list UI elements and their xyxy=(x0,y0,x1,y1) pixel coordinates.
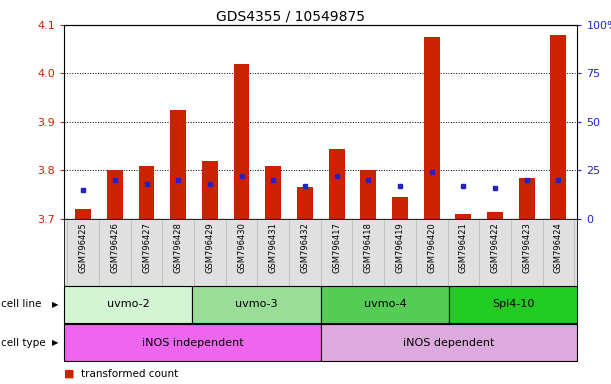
Bar xyxy=(392,197,408,219)
Text: ▶: ▶ xyxy=(51,338,58,347)
Bar xyxy=(297,187,313,219)
Text: GSM796420: GSM796420 xyxy=(427,222,436,273)
Text: cell line: cell line xyxy=(1,299,42,310)
Text: GSM796418: GSM796418 xyxy=(364,222,373,273)
Text: GSM796427: GSM796427 xyxy=(142,222,151,273)
Text: ■: ■ xyxy=(64,369,75,379)
Bar xyxy=(487,212,503,219)
Bar xyxy=(139,166,155,219)
Text: uvmo-3: uvmo-3 xyxy=(235,299,278,310)
Text: transformed count: transformed count xyxy=(81,369,178,379)
Bar xyxy=(455,214,471,219)
Text: Spl4-10: Spl4-10 xyxy=(492,299,535,310)
Bar xyxy=(265,166,281,219)
Text: GSM796429: GSM796429 xyxy=(205,222,214,273)
Text: cell type: cell type xyxy=(1,338,46,348)
Text: GSM796428: GSM796428 xyxy=(174,222,183,273)
Bar xyxy=(107,170,123,219)
Bar xyxy=(424,37,439,219)
Text: GSM796417: GSM796417 xyxy=(332,222,341,273)
Bar xyxy=(360,170,376,219)
Text: GSM796421: GSM796421 xyxy=(459,222,468,273)
Text: GSM796424: GSM796424 xyxy=(554,222,563,273)
Text: GSM796422: GSM796422 xyxy=(491,222,500,273)
Bar xyxy=(202,161,218,219)
Text: GSM796425: GSM796425 xyxy=(79,222,87,273)
Bar xyxy=(329,149,345,219)
Text: GSM796426: GSM796426 xyxy=(111,222,119,273)
Text: iNOS independent: iNOS independent xyxy=(142,338,243,348)
Text: ▶: ▶ xyxy=(51,300,58,309)
Bar xyxy=(170,110,186,219)
Text: iNOS dependent: iNOS dependent xyxy=(403,338,495,348)
Bar xyxy=(233,64,249,219)
Text: GDS4355 / 10549875: GDS4355 / 10549875 xyxy=(216,10,365,23)
Text: GSM796430: GSM796430 xyxy=(237,222,246,273)
Bar xyxy=(519,178,535,219)
Text: GSM796431: GSM796431 xyxy=(269,222,278,273)
Text: GSM796419: GSM796419 xyxy=(395,222,404,273)
Text: uvmo-2: uvmo-2 xyxy=(107,299,150,310)
Text: GSM796423: GSM796423 xyxy=(522,222,531,273)
Text: uvmo-4: uvmo-4 xyxy=(364,299,406,310)
Text: GSM796432: GSM796432 xyxy=(301,222,309,273)
Bar xyxy=(551,35,566,219)
Bar xyxy=(75,209,91,219)
